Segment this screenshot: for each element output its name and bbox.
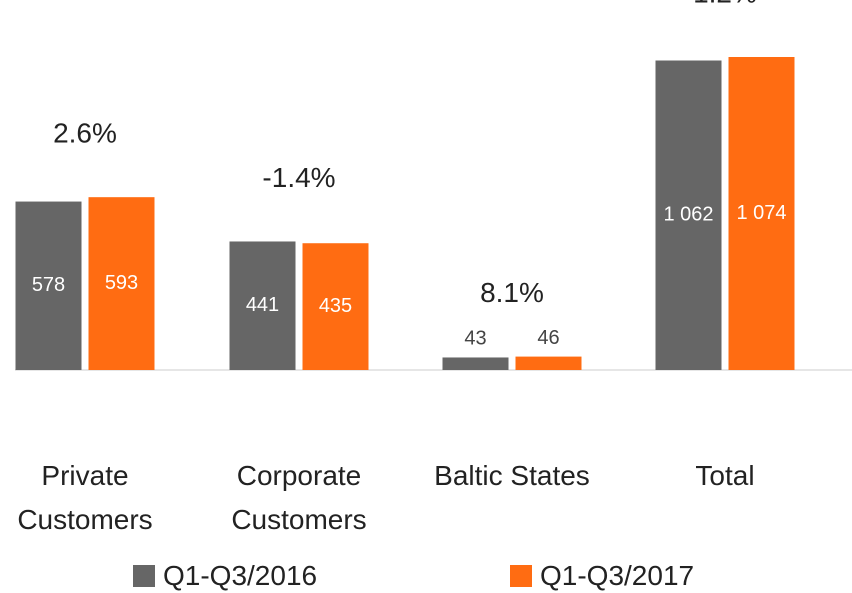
value-label: 441 bbox=[246, 294, 279, 316]
bar bbox=[442, 357, 509, 370]
bar bbox=[302, 243, 369, 370]
bar bbox=[728, 57, 795, 370]
x-tick-label: Baltic States bbox=[434, 460, 590, 491]
legend-item: Q1-Q3/2017 bbox=[510, 560, 694, 592]
value-label: 578 bbox=[32, 274, 65, 296]
bar bbox=[88, 197, 155, 370]
change-annotation: 1.2% bbox=[693, 0, 757, 8]
legend-label: Q1-Q3/2017 bbox=[540, 560, 695, 591]
legend-label: Q1-Q3/2016 bbox=[163, 560, 318, 591]
bar bbox=[515, 356, 582, 370]
legend-item: Q1-Q3/2016 bbox=[133, 560, 317, 592]
value-label: 435 bbox=[319, 295, 352, 317]
x-tick-label: Private Customers bbox=[17, 460, 153, 535]
value-label: 46 bbox=[537, 327, 559, 349]
change-annotation: -1.4% bbox=[262, 162, 335, 193]
change-annotation: 2.6% bbox=[53, 118, 117, 149]
x-tick-label: Total bbox=[695, 460, 755, 491]
bar bbox=[655, 60, 722, 371]
legend-swatch bbox=[133, 565, 155, 587]
value-label: 1 062 bbox=[663, 204, 713, 226]
value-label: 43 bbox=[464, 328, 486, 350]
bar bbox=[229, 241, 296, 370]
x-tick-label: Corporate Customers bbox=[231, 460, 367, 535]
legend-swatch bbox=[510, 565, 532, 587]
value-label: 593 bbox=[105, 272, 138, 294]
bar bbox=[15, 201, 82, 370]
value-label: 1 074 bbox=[736, 202, 786, 224]
change-annotation: 8.1% bbox=[480, 277, 544, 308]
